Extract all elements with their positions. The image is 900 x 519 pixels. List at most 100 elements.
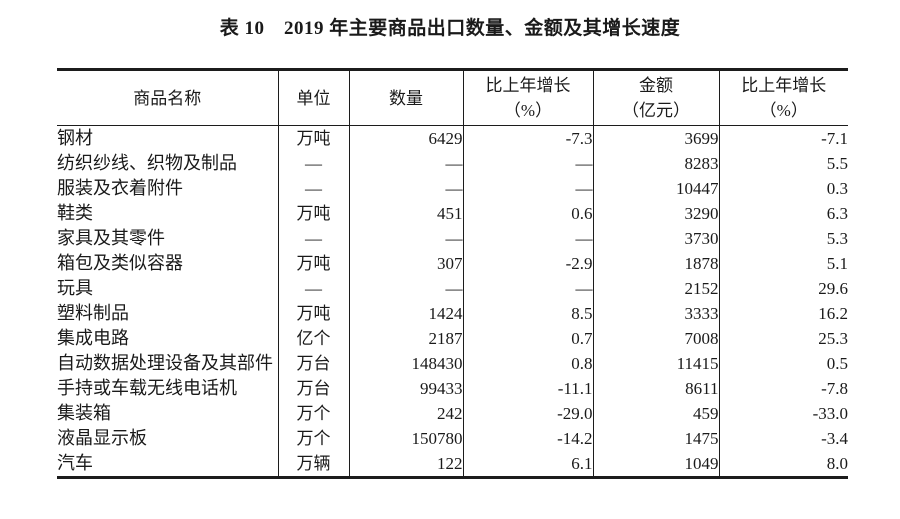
amount-cell: 10447 [593,176,720,201]
table-row: 汽车 万辆 122 6.1 1049 8.0 [57,451,848,478]
unit-cell: — [278,176,350,201]
commodity-name-cell: 鞋类 [57,201,279,226]
unit-cell: 万吨 [278,301,350,326]
amount-cell: 2152 [593,276,720,301]
table-header: 商品名称 单位 数量 比上年增长 （%） 金额 （亿元） 比上年增长 （%） [57,69,848,126]
quantity-cell: 6429 [349,125,464,151]
qty-growth-cell: 6.1 [463,451,594,478]
unit-cell: 亿个 [278,326,350,351]
unit-cell: 万个 [278,426,350,451]
qty-growth-cell: — [463,176,594,201]
amount-growth-cell: 29.6 [818,279,848,298]
unit-cell: 万吨 [278,251,350,276]
amount-growth-cell: 0.3 [826,179,848,198]
amount-growth-cell: 25.3 [818,329,848,348]
quantity-cell: 307 [349,251,464,276]
qty-growth-cell: -11.1 [463,376,594,401]
unit-cell: 万台 [278,376,350,401]
quantity-cell: — [349,176,464,201]
quantity-cell: 99433 [349,376,464,401]
quantity-cell: 122 [349,451,464,478]
qty-growth-cell: 0.6 [463,201,594,226]
amount-cell: 3290 [593,201,720,226]
table-row: 自动数据处理设备及其部件 万台 148430 0.8 11415 0.5 [57,351,848,376]
export-commodities-table: 商品名称 单位 数量 比上年增长 （%） 金额 （亿元） 比上年增长 （%） 钢材 万… [57,68,848,479]
amount-cell: 459 [593,401,720,426]
table-title: 表 10 2019 年主要商品出口数量、金额及其增长速度 [219,18,681,39]
commodity-name-cell: 液晶显示板 [57,426,279,451]
commodity-name-cell: 汽车 [57,451,279,478]
header-quantity: 数量 [349,69,464,126]
commodity-name-cell: 集装箱 [57,401,279,426]
quantity-cell: 242 [349,401,464,426]
quantity-cell: 148430 [349,351,464,376]
table-row: 集成电路 亿个 2187 0.7 7008 25.3 [57,326,848,351]
header-amount-growth: 比上年增长 （%） [719,69,848,126]
quantity-cell: — [349,276,464,301]
header-qty-growth: 比上年增长 （%） [463,69,594,126]
unit-cell: — [278,226,350,251]
amount-cell: 11415 [593,351,720,376]
quantity-cell: 451 [349,201,464,226]
amount-cell: 1878 [593,251,720,276]
table-row: 手持或车载无线电话机 万台 99433 -11.1 8611 -7.8 [57,376,848,401]
table-row: 集装箱 万个 242 -29.0 459 -33.0 [57,401,848,426]
table-row: 玩具 — — — 2152 29.6 [57,276,848,301]
commodity-name-cell: 玩具 [57,276,279,301]
amount-cell: 8611 [593,376,720,401]
qty-growth-cell: — [463,226,594,251]
qty-growth-cell: — [463,151,594,176]
table-row: 箱包及类似容器 万吨 307 -2.9 1878 5.1 [57,251,848,276]
amount-cell: 7008 [593,326,720,351]
unit-cell: 万个 [278,401,350,426]
commodity-name-cell: 集成电路 [57,326,279,351]
table-row: 服装及衣着附件 — — — 10447 0.3 [57,176,848,201]
quantity-cell: — [349,226,464,251]
amount-growth-cell: -3.4 [821,429,848,448]
commodity-name-cell: 服装及衣着附件 [57,176,279,201]
qty-growth-cell: — [463,276,594,301]
amount-growth-cell: 5.1 [826,254,848,273]
amount-cell: 3730 [593,226,720,251]
amount-cell: 3333 [593,301,720,326]
table-row: 鞋类 万吨 451 0.6 3290 6.3 [57,201,848,226]
table-row: 家具及其零件 — — — 3730 5.3 [57,226,848,251]
qty-growth-cell: -14.2 [463,426,594,451]
amount-growth-cell: -7.8 [821,379,848,398]
amount-cell: 1049 [593,451,720,478]
amount-growth-cell: 0.5 [826,354,848,373]
commodity-name-cell: 自动数据处理设备及其部件 [57,351,279,376]
unit-cell: 万吨 [278,125,350,151]
unit-cell: 万吨 [278,201,350,226]
amount-growth-cell: -7.1 [821,129,848,148]
amount-growth-cell: 16.2 [818,304,848,323]
quantity-cell: — [349,151,464,176]
quantity-cell: 2187 [349,326,464,351]
amount-cell: 8283 [593,151,720,176]
header-unit: 单位 [278,69,350,126]
qty-growth-cell: 0.8 [463,351,594,376]
qty-growth-cell: 8.5 [463,301,594,326]
amount-growth-cell: 5.5 [826,154,848,173]
qty-growth-cell: -2.9 [463,251,594,276]
table-row: 液晶显示板 万个 150780 -14.2 1475 -3.4 [57,426,848,451]
amount-growth-cell: 8.0 [826,454,848,473]
header-row: 商品名称 单位 数量 比上年增长 （%） 金额 （亿元） 比上年增长 （%） [57,69,848,126]
qty-growth-cell: -29.0 [463,401,594,426]
commodity-name-cell: 钢材 [57,125,279,151]
amount-growth-cell: -33.0 [812,404,848,423]
unit-cell: — [278,276,350,301]
commodity-name-cell: 家具及其零件 [57,226,279,251]
table-body: 钢材 万吨 6429 -7.3 3699 -7.1 纺织纱线、织物及制品 — —… [57,125,848,478]
commodity-name-cell: 纺织纱线、织物及制品 [57,151,279,176]
table-row: 塑料制品 万吨 1424 8.5 3333 16.2 [57,301,848,326]
table-row: 钢材 万吨 6429 -7.3 3699 -7.1 [57,125,848,151]
commodity-name-cell: 手持或车载无线电话机 [57,376,279,401]
commodity-name-cell: 塑料制品 [57,301,279,326]
quantity-cell: 150780 [349,426,464,451]
amount-growth-cell: 5.3 [826,229,848,248]
quantity-cell: 1424 [349,301,464,326]
header-commodity: 商品名称 [57,69,279,126]
unit-cell: 万辆 [278,451,350,478]
